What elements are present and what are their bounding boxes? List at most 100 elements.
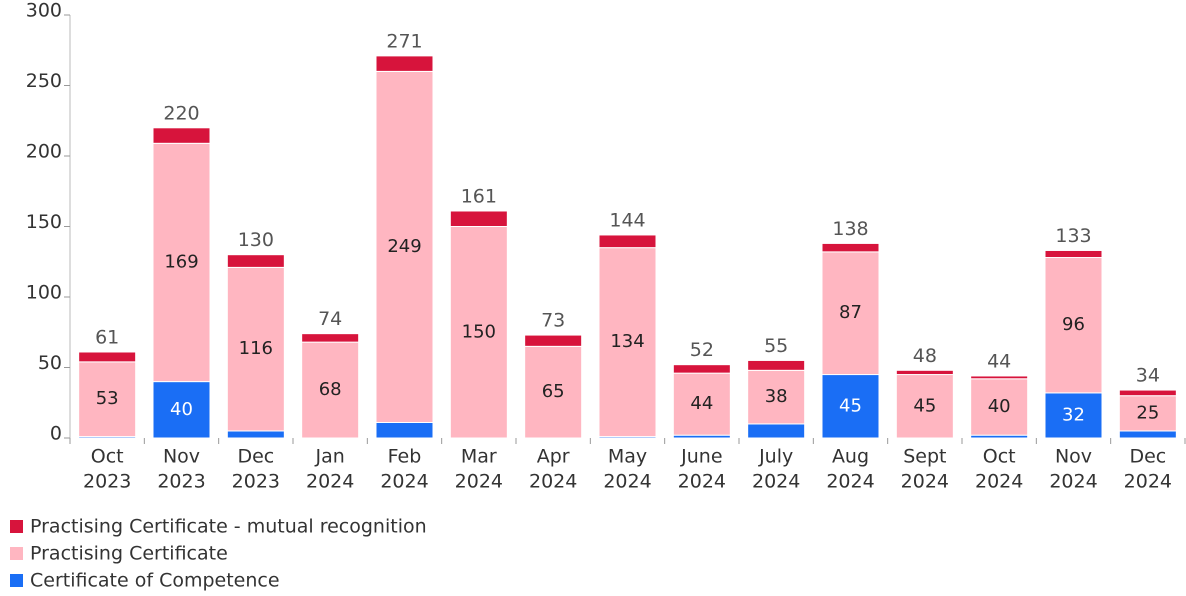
y-tick-label: 250: [26, 70, 62, 92]
total-label: 61: [95, 326, 119, 348]
bar-segment: [895, 369, 954, 376]
total-label: 74: [318, 308, 342, 330]
total-label: 55: [764, 335, 788, 357]
segment-label: 87: [839, 302, 862, 323]
bar-segment: [1118, 389, 1177, 397]
y-tick-label: 150: [26, 211, 62, 233]
total-label: 133: [1055, 225, 1091, 247]
bar-segment: [672, 372, 731, 436]
bar-segment: [821, 374, 880, 439]
segment-label: 45: [913, 395, 936, 416]
x-tick-label: 2024: [1124, 471, 1172, 493]
x-tick-label: 2024: [529, 471, 577, 493]
segment-label: 45: [839, 395, 862, 416]
bar-segment: [226, 254, 285, 268]
bar-segment: [449, 210, 508, 228]
bar-segment: [747, 423, 806, 439]
x-tick-label: May: [608, 446, 647, 468]
segment-label: 150: [462, 321, 496, 342]
bar-segment: [375, 55, 434, 72]
x-tick-label: 2024: [1049, 471, 1097, 493]
x-tick-label: 2024: [306, 471, 354, 493]
bar-segment: [152, 142, 211, 383]
y-tick-label: 100: [26, 282, 62, 304]
legend-label: Certificate of Competence: [30, 570, 280, 592]
bar-segment: [375, 70, 434, 423]
bar-segment: [747, 369, 806, 425]
x-tick-label: July: [758, 446, 793, 468]
x-tick-label: 2024: [826, 471, 874, 493]
x-tick-label: Jan: [315, 446, 345, 468]
segment-label: 40: [170, 399, 193, 420]
y-tick-label: 200: [26, 141, 62, 163]
segment-label: 116: [239, 338, 273, 359]
total-label: 73: [541, 310, 565, 332]
legend-swatch: [10, 574, 23, 587]
x-tick-label: June: [680, 446, 722, 468]
y-tick-label: 0: [50, 423, 62, 445]
bar-segment: [152, 127, 211, 144]
legend-label: Practising Certificate - mutual recognit…: [30, 516, 427, 538]
total-label: 34: [1136, 365, 1160, 387]
segment-label: 68: [319, 379, 342, 400]
x-tick-label: Mar: [461, 446, 497, 468]
x-tick-label: 2024: [678, 471, 726, 493]
x-tick-label: 2023: [232, 471, 280, 493]
segment-label: 96: [1062, 314, 1085, 335]
x-tick-label: 2023: [83, 471, 131, 493]
bar-segment: [747, 359, 806, 371]
bar-segment: [78, 351, 137, 363]
total-label: 144: [609, 209, 645, 231]
x-tick-label: Nov: [1055, 446, 1092, 468]
bar-segment: [375, 421, 434, 439]
bar-segment: [1044, 257, 1103, 394]
bar-segment: [970, 375, 1029, 380]
segment-label: 44: [690, 393, 713, 414]
y-tick-label: 300: [26, 0, 62, 22]
segment-label: 25: [1136, 402, 1159, 423]
x-tick-label: 2024: [455, 471, 503, 493]
bar-segment: [301, 333, 360, 343]
total-label: 44: [987, 350, 1011, 372]
bar-segment: [78, 361, 137, 438]
bar-segment: [598, 247, 657, 438]
total-label: 161: [461, 185, 497, 207]
segment-label: 40: [988, 396, 1011, 417]
legend-label: Practising Certificate: [30, 543, 228, 565]
total-label: 271: [386, 30, 422, 52]
x-tick-label: Feb: [388, 446, 422, 468]
x-tick-label: Dec: [1129, 446, 1166, 468]
total-label: 220: [163, 102, 199, 124]
segment-label: 53: [96, 388, 119, 409]
bar-segment: [1044, 249, 1103, 259]
x-tick-label: 2024: [752, 471, 800, 493]
total-label: 48: [913, 345, 937, 367]
segment-label: 134: [610, 331, 644, 352]
segment-label: 249: [387, 236, 421, 257]
bar-segment: [524, 334, 583, 347]
bar-segment: [1118, 395, 1177, 432]
total-label: 52: [690, 339, 714, 361]
segment-label: 65: [542, 381, 565, 402]
segment-label: 32: [1062, 404, 1085, 425]
bar-segment: [672, 364, 731, 374]
total-label: 138: [832, 218, 868, 240]
bar-segment: [226, 430, 285, 439]
total-label: 130: [238, 229, 274, 251]
bar-segment: [449, 226, 508, 439]
segment-label: 169: [164, 251, 198, 272]
x-tick-label: Sept: [903, 446, 946, 468]
x-tick-label: 2024: [975, 471, 1023, 493]
x-tick-label: 2024: [603, 471, 651, 493]
x-tick-label: 2024: [380, 471, 428, 493]
x-tick-label: Oct: [91, 446, 124, 468]
x-tick-label: 2023: [157, 471, 205, 493]
bar-segment: [970, 378, 1029, 436]
bar-segment: [821, 242, 880, 253]
bar-segment: [598, 234, 657, 249]
bar-segment: [524, 345, 583, 439]
bar-segment: [821, 251, 880, 376]
bar-segment: [226, 266, 285, 432]
x-tick-label: 2024: [901, 471, 949, 493]
bar-segment: [1044, 392, 1103, 439]
